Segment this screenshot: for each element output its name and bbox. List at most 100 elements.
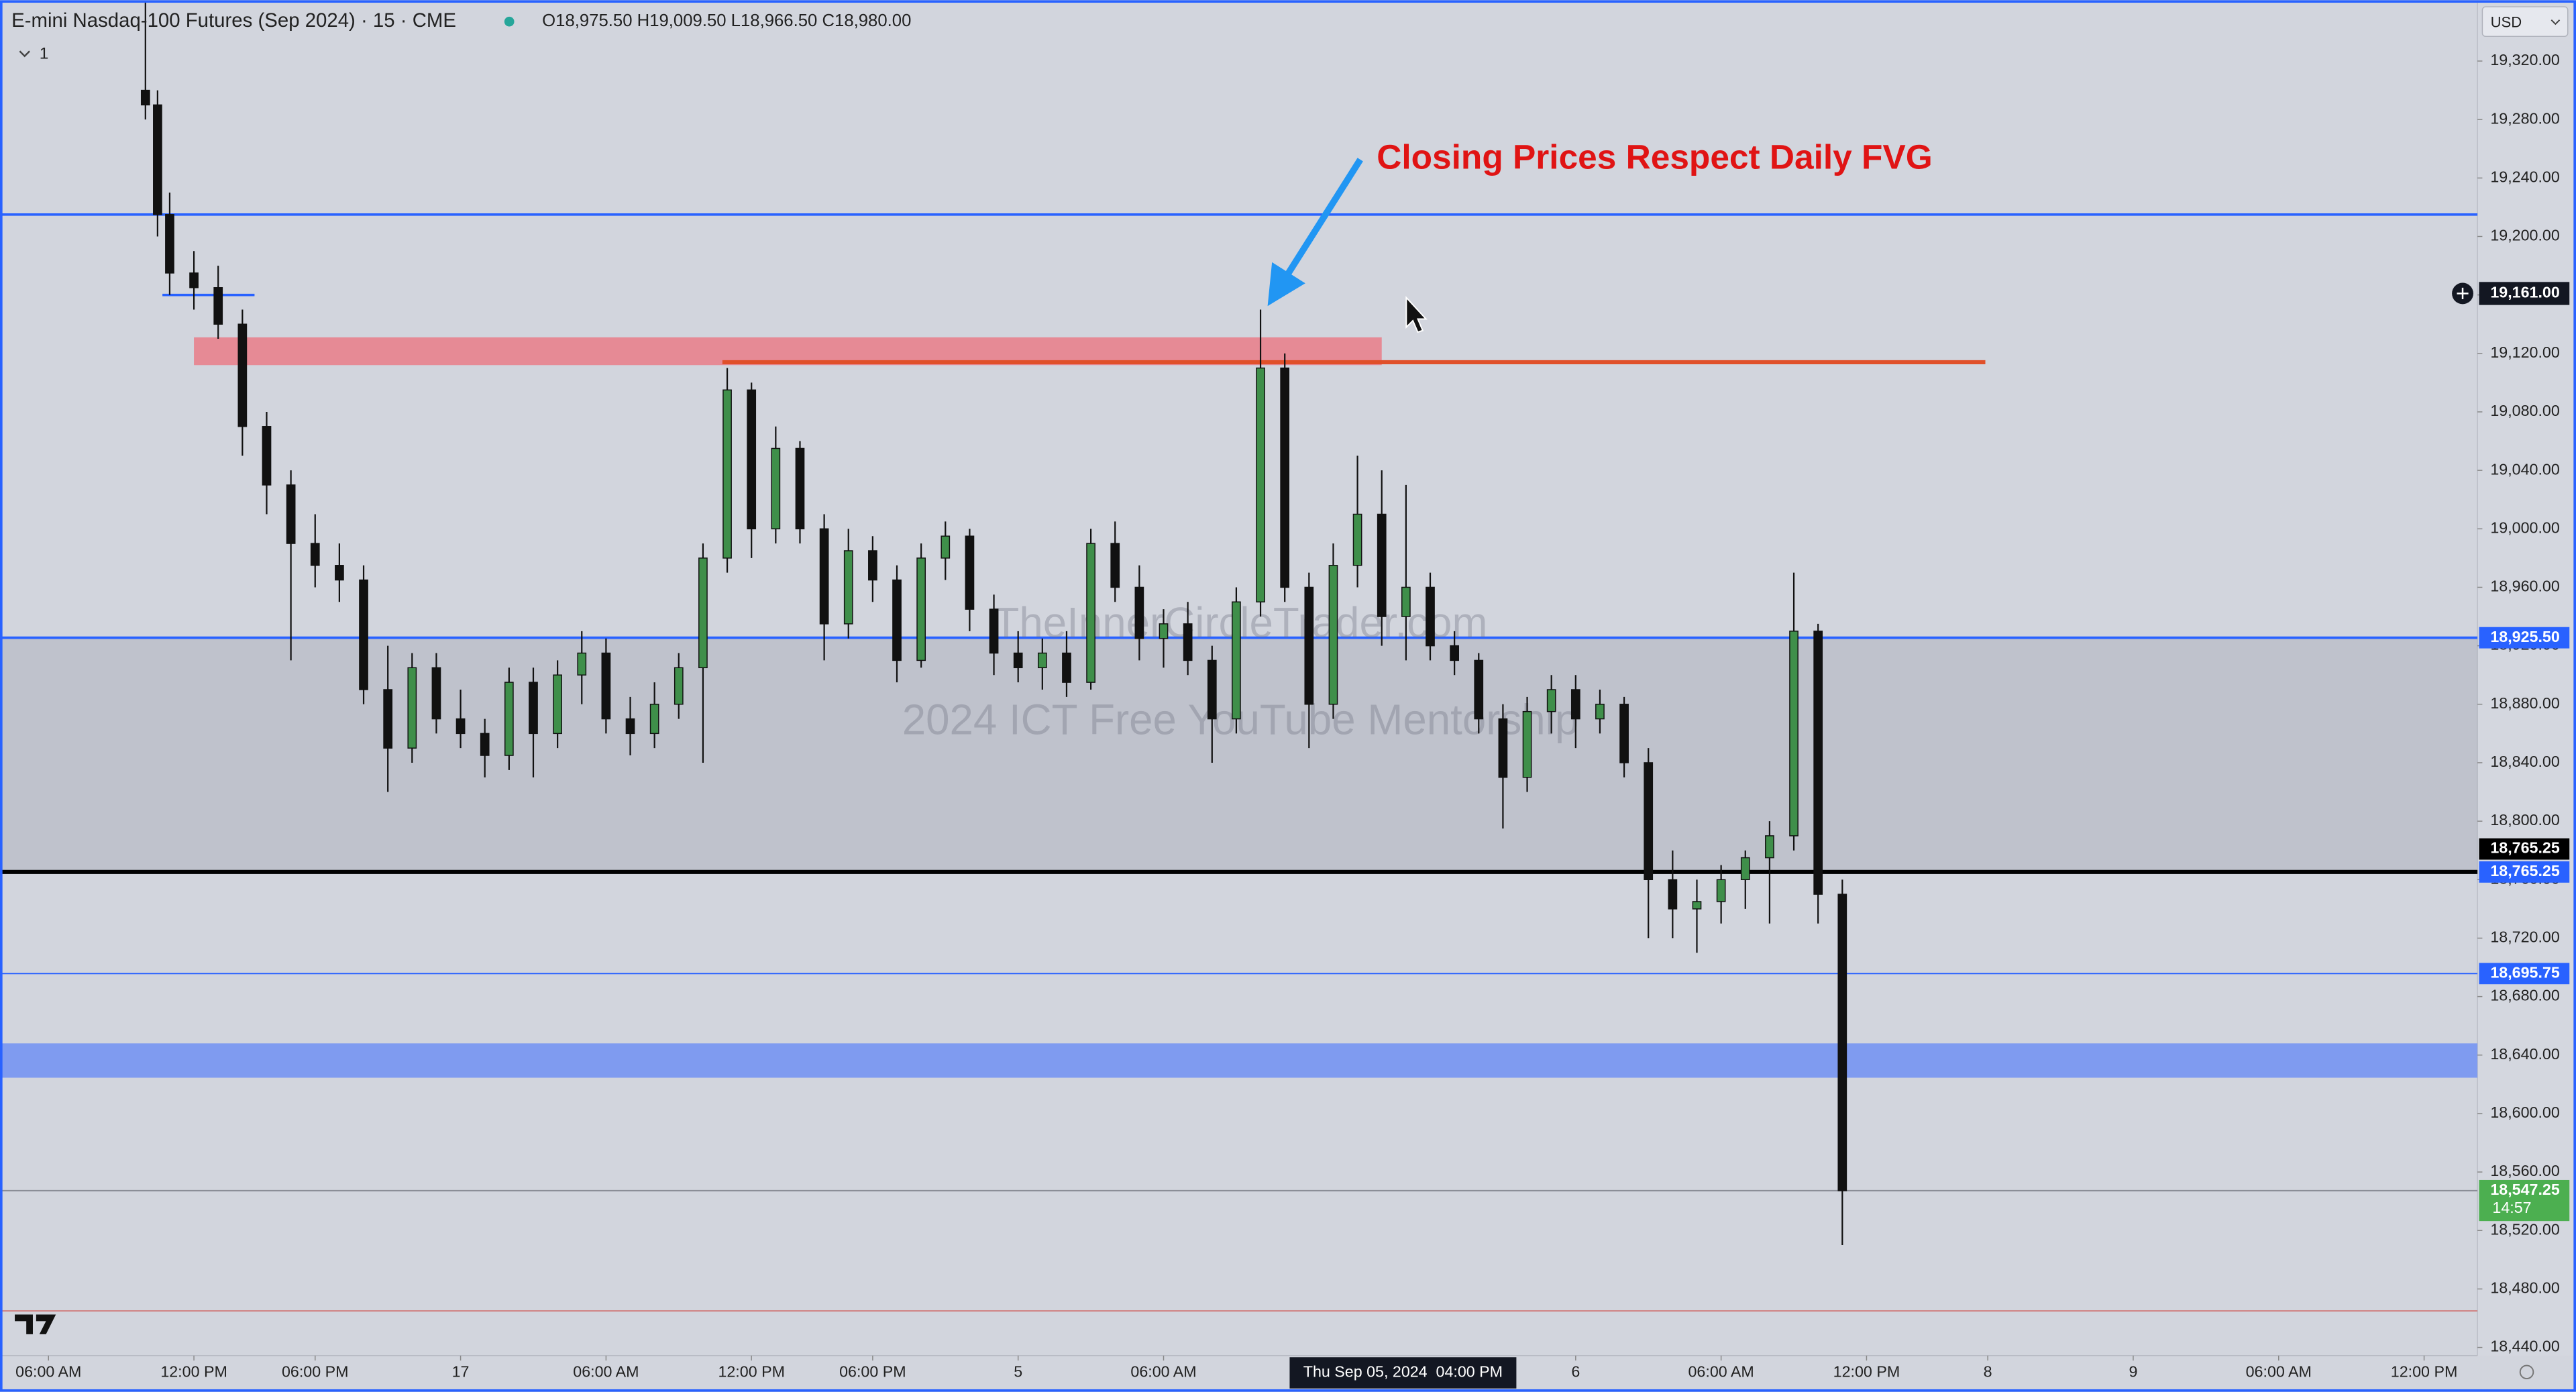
mouse-cursor [1405,296,1428,333]
settings-icon[interactable] [2519,1364,2534,1380]
candle-body [359,579,368,690]
y-tick-label: 18,720.00 [2490,928,2560,946]
candle-body [1086,543,1095,683]
x-tick-label: 12:00 PM [2391,1363,2458,1381]
candle-body [1692,901,1702,910]
candle-body [1546,689,1556,712]
candle-body [1813,631,1823,895]
tv-logo [15,1314,56,1334]
candle-body [1619,704,1629,763]
candle-body [407,667,417,749]
candle-body [529,682,538,735]
currency-chevron[interactable] [2551,19,2561,25]
candle-body [1789,631,1799,837]
candle-body [941,535,951,559]
candle-body [1062,652,1071,683]
candle-body [747,389,757,530]
x-tick-label: 06:00 AM [1130,1363,1196,1381]
y-tick-label: 18,680.00 [2490,987,2560,1004]
candle-body [1304,586,1314,705]
candle-body [165,214,174,274]
candle-body [237,323,248,427]
crosshair-plus-sign[interactable] [2457,287,2469,300]
candle-body [989,608,999,654]
axes: 18,440.00 18,480.00 18,520.00 18,560.00 18,6… [15,51,2570,1381]
candle-body [1013,652,1023,669]
candle-body [601,652,611,720]
currency-label[interactable]: USD [2491,13,2522,30]
annotation: Closing Prices Respect Daily FVG [1377,137,1933,176]
candle-body [1159,623,1169,639]
candle-body [771,447,781,530]
candle-body [504,682,514,756]
y-tick-label: 18,960.00 [2490,578,2560,595]
bar-countdown: 14:57 [2492,1199,2531,1216]
candle-body [431,667,441,720]
candle-body [1328,565,1338,705]
candle-body [1740,857,1750,881]
x-tick-label: 06:00 AM [2246,1363,2312,1381]
x-tick-label: 06:00 PM [839,1363,906,1381]
candle-body [674,667,684,705]
candle-body [819,528,829,625]
x-tick-label: 8 [1984,1363,1992,1381]
x-tick-label: 9 [2129,1363,2137,1381]
x-tick-label: 12:00 PM [718,1363,785,1381]
candle-body [649,704,659,735]
candle-body [189,272,199,288]
y-tick-label: 19,200.00 [2490,227,2560,244]
candle-body [1183,623,1193,661]
candle-body [480,733,490,756]
logo-shape [15,1314,56,1334]
collapse-chevron[interactable] [19,50,30,58]
candle-body [1280,367,1290,588]
candle-body [1232,601,1241,720]
x-tick-label: 5 [1014,1363,1022,1381]
candle-body [965,535,975,610]
candle-body [1570,689,1580,720]
level-price-label: 18,695.75 [2490,963,2560,981]
y-tick-label: 18,640.00 [2490,1045,2560,1063]
candle-body [140,89,150,106]
candle-body [310,543,320,566]
level-price-label: 18,765.25 [2490,862,2560,879]
candle-body [1595,704,1605,720]
candle-body [1498,718,1508,778]
indicator-count[interactable]: 1 [40,45,49,63]
last-price-label: 18,547.25 [2490,1181,2560,1198]
crosshair-time-label: Thu Sep 05, 2024 04:00 PM [1303,1363,1503,1381]
candle-body [1522,710,1532,778]
x-tick-label: 06:00 AM [573,1363,639,1381]
y-tick-label: 19,080.00 [2490,402,2560,419]
x-tick-label: 12:00 PM [1833,1363,1900,1381]
candle-body [1256,367,1265,602]
level-price-label-box [2479,861,2570,883]
x-tick-label: 06:00 PM [282,1363,349,1381]
candle-body [1765,835,1774,859]
crosshair-price-label: 19,161.00 [2490,284,2559,301]
candle-body [698,557,708,669]
crosshair-price-box [2479,282,2570,305]
currency-select[interactable] [2481,6,2569,37]
candle-body [722,389,732,559]
x-tick-label: 17 [452,1363,470,1381]
candle-body [1668,879,1678,910]
y-tick-label: 19,040.00 [2490,460,2560,478]
y-tick-label: 18,600.00 [2490,1104,2560,1121]
y-tick-label: 18,480.00 [2490,1279,2560,1297]
y-tick-label: 18,840.00 [2490,753,2560,770]
candle-body [795,447,805,530]
y-tick-label: 19,000.00 [2490,519,2560,536]
x-tick-label: 12:00 PM [160,1363,227,1381]
price-axis-panel [2477,0,2576,1356]
candle-body [213,287,223,325]
candle-body [1207,659,1217,720]
y-tick-label: 18,880.00 [2490,694,2560,712]
candle-body [1644,762,1654,881]
y-tick-label: 18,800.00 [2490,811,2560,828]
candle-body [455,718,466,735]
y-tick-label: 19,240.00 [2490,168,2560,185]
